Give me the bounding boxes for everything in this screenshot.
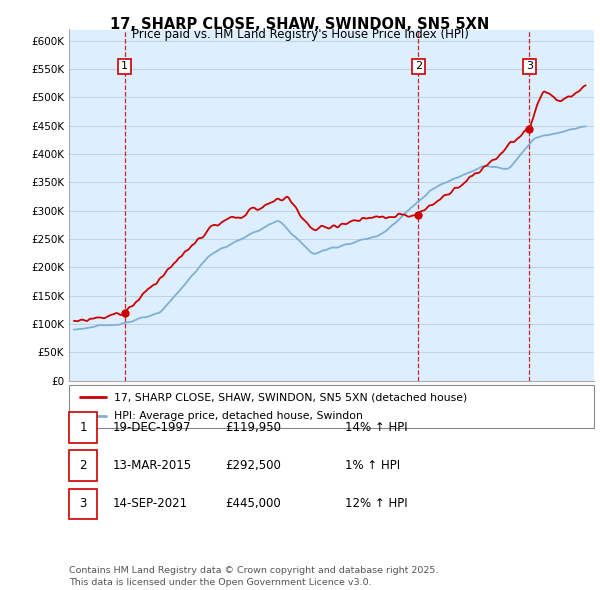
Text: 3: 3 [79, 497, 87, 510]
Text: 17, SHARP CLOSE, SHAW, SWINDON, SN5 5XN (detached house): 17, SHARP CLOSE, SHAW, SWINDON, SN5 5XN … [113, 392, 467, 402]
Text: 19-DEC-1997: 19-DEC-1997 [112, 421, 191, 434]
FancyBboxPatch shape [69, 385, 594, 428]
Text: £445,000: £445,000 [225, 497, 281, 510]
Text: £292,500: £292,500 [225, 459, 281, 472]
Text: HPI: Average price, detached house, Swindon: HPI: Average price, detached house, Swin… [113, 411, 362, 421]
Text: 1% ↑ HPI: 1% ↑ HPI [345, 459, 400, 472]
Text: 2: 2 [415, 61, 422, 71]
Text: 17, SHARP CLOSE, SHAW, SWINDON, SN5 5XN: 17, SHARP CLOSE, SHAW, SWINDON, SN5 5XN [110, 17, 490, 31]
Text: 14% ↑ HPI: 14% ↑ HPI [345, 421, 407, 434]
Text: 12% ↑ HPI: 12% ↑ HPI [345, 497, 407, 510]
Text: 2: 2 [79, 459, 87, 472]
Text: £119,950: £119,950 [225, 421, 281, 434]
Text: Price paid vs. HM Land Registry's House Price Index (HPI): Price paid vs. HM Land Registry's House … [131, 28, 469, 41]
Text: 3: 3 [526, 61, 533, 71]
Text: 13-MAR-2015: 13-MAR-2015 [112, 459, 191, 472]
Text: Contains HM Land Registry data © Crown copyright and database right 2025.
This d: Contains HM Land Registry data © Crown c… [69, 566, 439, 587]
Text: 1: 1 [79, 421, 87, 434]
Text: 14-SEP-2021: 14-SEP-2021 [112, 497, 187, 510]
Text: 1: 1 [121, 61, 128, 71]
